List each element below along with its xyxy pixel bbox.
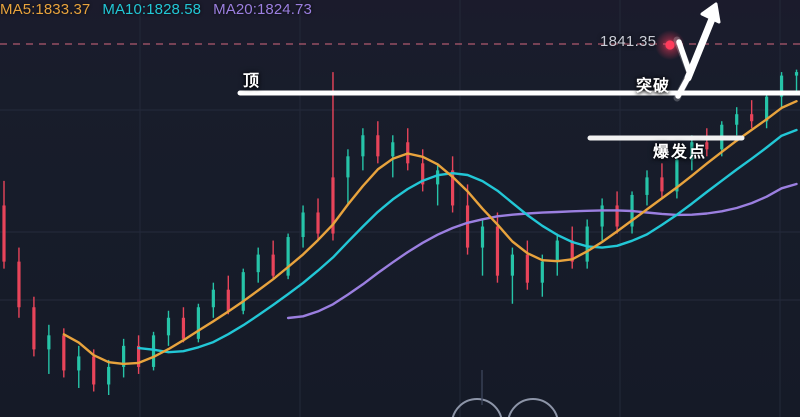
ma5-legend-label[interactable]: MA5:1833.37	[0, 1, 91, 18]
ma20-legend-label[interactable]: MA20:1824.73	[213, 1, 312, 18]
ma10-legend-label[interactable]: MA10:1828.58	[102, 1, 202, 18]
bottom-circle-controls[interactable]	[451, 398, 559, 417]
ma20-line	[286, 182, 798, 320]
ma10-line	[137, 128, 798, 354]
bottom-circle-right[interactable]	[507, 398, 559, 417]
horizontal-gridlines	[0, 109, 800, 301]
price-marker-dot[interactable]	[665, 40, 675, 50]
up-arrow-icon	[673, 2, 721, 102]
ma5-line	[62, 100, 798, 366]
ma-legend: MA5:1833.37 MA10:1828.58 MA20:1824.73	[0, 1, 312, 18]
candlestick-series	[2, 69, 799, 395]
annotation-top: 顶	[243, 71, 260, 90]
bottom-circle-left[interactable]	[451, 398, 503, 417]
annotation-breakout: 突破	[636, 76, 671, 95]
price-label: 1841.35	[600, 33, 657, 50]
annotation-burst-point: 爆发点	[653, 142, 708, 161]
